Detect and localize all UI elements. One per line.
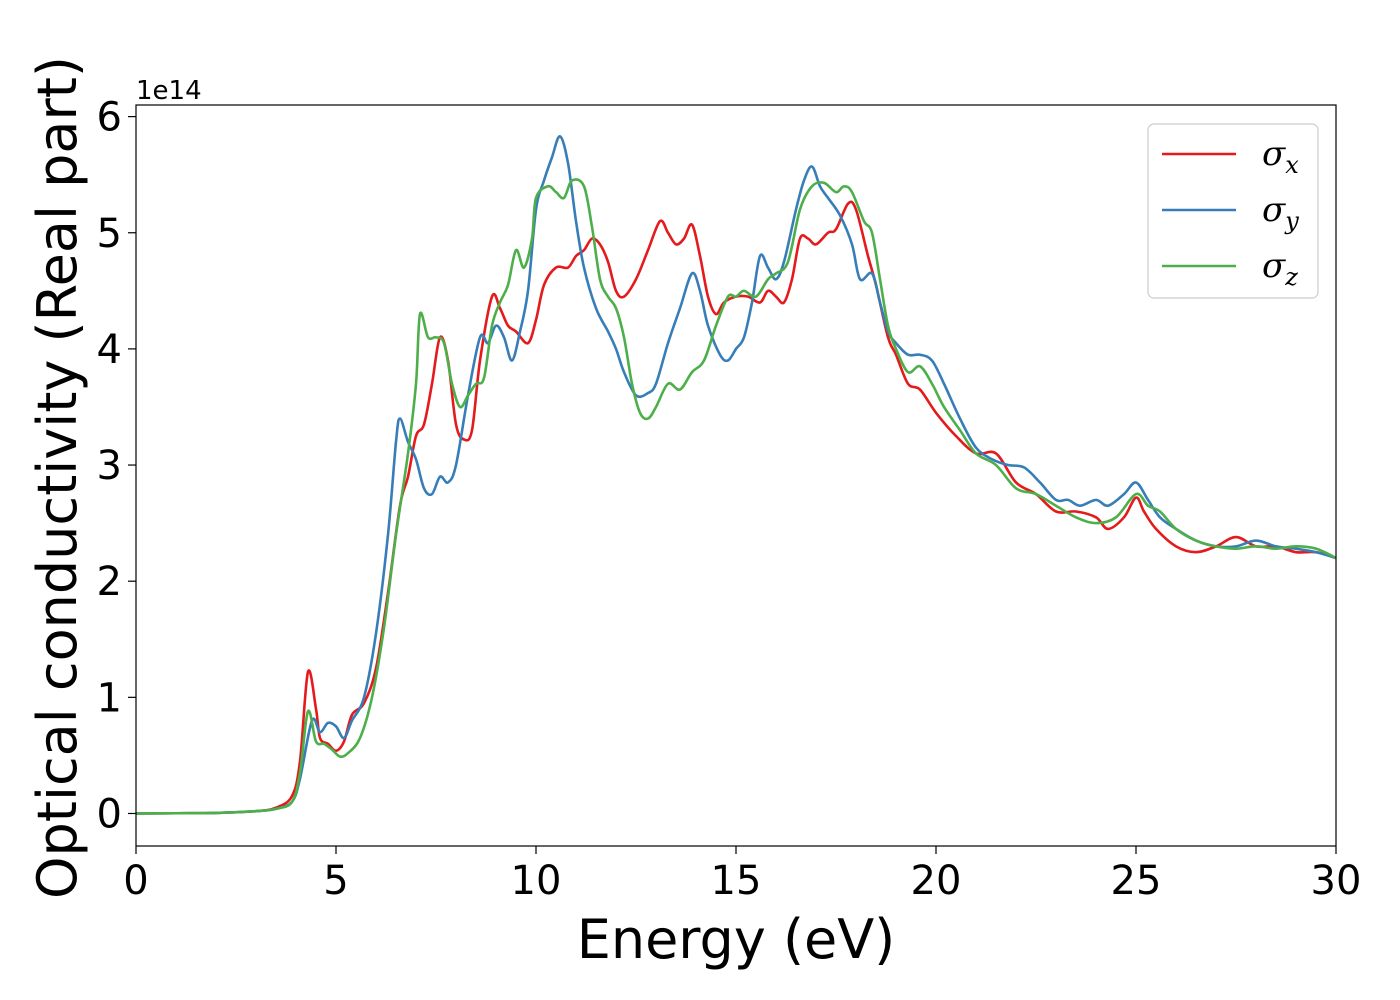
y-tick-label: 5 xyxy=(97,211,122,257)
series-line-y xyxy=(136,135,1336,815)
y-axis-ticks: 0 1 2 3 4 5 6 xyxy=(97,95,136,837)
x-tick-label: 0 xyxy=(123,858,148,904)
x-tick-label: 25 xyxy=(1111,858,1162,904)
y-tick-label: 4 xyxy=(97,327,122,373)
x-tick-label: 20 xyxy=(911,858,962,904)
legend-entry-x: σx xyxy=(1262,134,1299,179)
series-layer xyxy=(136,135,1336,815)
x-axis-ticks: 0 5 10 15 20 25 30 xyxy=(123,846,1361,904)
x-axis-label: Energy (eV) xyxy=(577,908,896,971)
y-tick-label: 0 xyxy=(97,791,122,837)
y-tick-label: 1 xyxy=(97,675,122,721)
x-tick-label: 15 xyxy=(711,858,762,904)
x-tick-label: 10 xyxy=(511,858,562,904)
legend: σx σy σz xyxy=(1147,123,1319,299)
y-tick-label: 6 xyxy=(97,95,122,141)
y-axis-offset-label: 1e14 xyxy=(136,76,202,106)
legend-entry-y: σy xyxy=(1262,190,1299,235)
x-tick-label: 5 xyxy=(323,858,348,904)
y-tick-label: 2 xyxy=(97,559,122,605)
series-line-z xyxy=(136,178,1336,815)
y-tick-label: 3 xyxy=(97,443,122,489)
y-axis-label: Optical conductivity (Real part) xyxy=(26,56,89,899)
legend-entry-z: σz xyxy=(1262,246,1298,291)
x-tick-label: 30 xyxy=(1311,858,1362,904)
